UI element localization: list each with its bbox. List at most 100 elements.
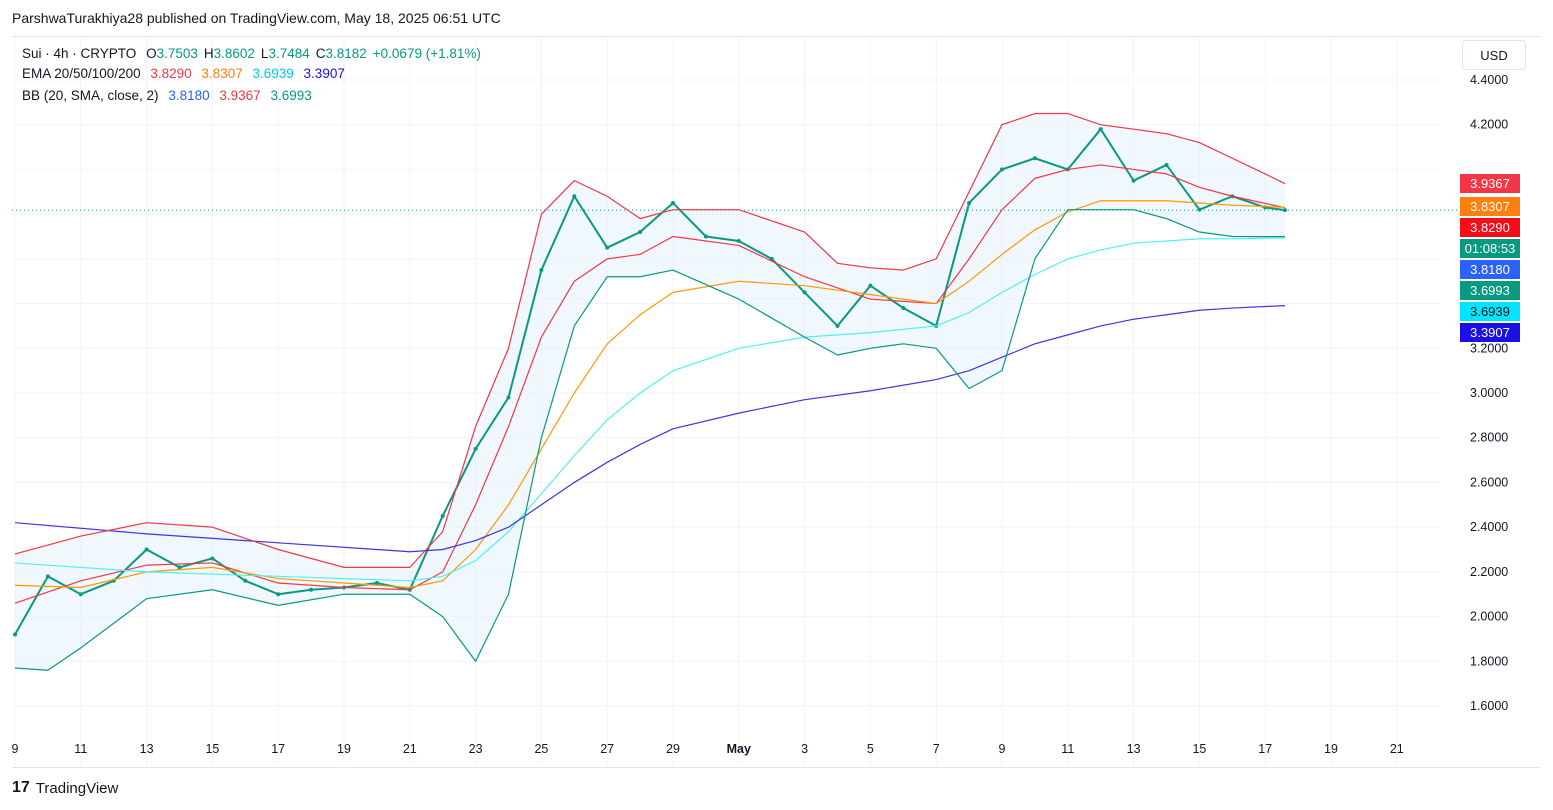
low-label: L <box>260 46 269 61</box>
y-tick-label: 3.2000 <box>1470 341 1508 355</box>
y-tick-label: 4.2000 <box>1470 118 1508 132</box>
price-point <box>309 587 314 592</box>
price-point <box>506 395 511 400</box>
x-tick-label: 9 <box>999 742 1006 756</box>
close-label: C <box>315 46 326 61</box>
price-point <box>243 578 248 583</box>
price-point <box>572 194 577 199</box>
price-point <box>835 323 840 328</box>
tradingview-brand: TradingView <box>35 779 119 797</box>
y-tick-label: 2.8000 <box>1470 431 1508 445</box>
ema20-line <box>14 164 1286 604</box>
publisher-line: ParshwaTurakhiya28 published on TradingV… <box>12 10 501 26</box>
price-point <box>967 200 972 205</box>
open-label: O <box>146 46 157 61</box>
bb-basis-value: 3.8180 <box>168 88 210 103</box>
x-tick-label: 11 <box>74 742 87 756</box>
bb-legend[interactable]: BB (20, SMA, close, 2) 3.8180 3.9367 3.6… <box>22 88 318 103</box>
y-tick-label: 4.4000 <box>1470 73 1508 87</box>
price-badge: 3.8307 <box>1460 197 1520 217</box>
x-tick-label: 11 <box>1061 742 1074 756</box>
ema20-value: 3.8290 <box>150 66 192 81</box>
x-tick-label: 3 <box>801 742 808 756</box>
price-badge: 3.6993 <box>1460 281 1520 301</box>
footer-brand[interactable]: 17 TradingView <box>12 779 118 797</box>
x-tick-label: 19 <box>337 742 351 756</box>
x-tick-label: 7 <box>933 742 940 756</box>
price-badge: 3.8180 <box>1460 260 1520 280</box>
price-point <box>144 547 149 552</box>
x-tick-label: 21 <box>1390 742 1404 756</box>
price-badge: 3.9367 <box>1460 173 1520 193</box>
price-point <box>78 592 83 597</box>
y-tick-label: 2.6000 <box>1470 475 1508 489</box>
symbol-legend: Sui · 4h · CRYPTO O3.7503 H3.8602 L3.7484 C… <box>22 46 487 61</box>
price-badge: 01:08:53 <box>1460 239 1520 259</box>
y-tick-label: 1.6000 <box>1470 699 1508 713</box>
ema-legend[interactable]: EMA 20/50/100/200 3.8290 3.8307 3.6939 3… <box>22 66 351 81</box>
ema100-line <box>14 237 1285 582</box>
price-point <box>177 565 182 570</box>
ema50-value: 3.8307 <box>201 66 243 81</box>
x-tick-label: 29 <box>666 742 680 756</box>
price-point <box>1282 208 1287 213</box>
price-point <box>374 581 379 586</box>
low-value: 3.7484 <box>268 46 310 61</box>
high-label: H <box>203 46 214 61</box>
price-point <box>1131 178 1136 183</box>
change-value: +0.0679 (+1.81%) <box>372 46 481 61</box>
price-point <box>45 574 50 579</box>
tradingview-logo-icon: 17 <box>12 779 30 796</box>
x-tick-label: 19 <box>1324 742 1338 756</box>
x-tick-label: 27 <box>600 742 614 756</box>
bb-lower-line <box>14 209 1285 671</box>
price-point <box>539 268 544 273</box>
y-tick-label: 2.4000 <box>1470 520 1508 534</box>
bb-lower-value: 3.6993 <box>270 88 312 103</box>
price-point <box>736 238 741 243</box>
x-tick-label: 9 <box>12 742 19 756</box>
currency-selector[interactable]: USD <box>1462 40 1526 70</box>
price-point <box>671 200 675 205</box>
price-point <box>1098 127 1103 132</box>
chart-frame <box>12 36 1540 768</box>
price-badge: 3.8290 <box>1460 218 1520 238</box>
x-tick-label: 15 <box>1192 742 1206 756</box>
x-tick-label: 15 <box>205 742 219 756</box>
y-tick-label: 3.0000 <box>1470 386 1508 400</box>
x-tick-label: 21 <box>403 742 417 756</box>
x-tick-label: 17 <box>1258 742 1272 756</box>
price-point <box>1000 167 1004 172</box>
price-point <box>276 592 281 597</box>
price-point <box>638 230 643 235</box>
x-tick-label: 13 <box>140 742 154 756</box>
price-point <box>802 290 807 295</box>
price-point <box>901 306 906 311</box>
symbol-label[interactable]: Sui · 4h · CRYPTO <box>22 46 137 61</box>
ema200-value: 3.3907 <box>303 66 345 81</box>
price-point <box>473 446 478 451</box>
y-tick-label: 2.2000 <box>1470 565 1508 579</box>
bb-upper-value: 3.9367 <box>219 88 261 103</box>
ema-title: EMA 20/50/100/200 <box>22 66 141 81</box>
bb-band-fill <box>15 113 1285 671</box>
high-value: 3.8602 <box>213 46 255 61</box>
x-tick-label: 13 <box>1127 742 1141 756</box>
ema200-line <box>14 305 1285 553</box>
price-point <box>1032 156 1037 161</box>
price-point <box>769 256 774 261</box>
close-value: 3.8182 <box>325 46 367 61</box>
price-point <box>440 513 445 518</box>
y-tick-label: 1.8000 <box>1470 654 1508 668</box>
x-tick-label: 25 <box>534 742 548 756</box>
ema50-line <box>14 200 1285 589</box>
x-tick-label: 17 <box>271 742 285 756</box>
ema100-value: 3.6939 <box>252 66 294 81</box>
x-tick-label: 5 <box>867 742 874 756</box>
price-point <box>868 283 873 288</box>
price-badge: 3.3907 <box>1460 323 1520 343</box>
price-point <box>703 234 708 239</box>
price-point <box>210 556 215 561</box>
price-point <box>13 632 17 637</box>
